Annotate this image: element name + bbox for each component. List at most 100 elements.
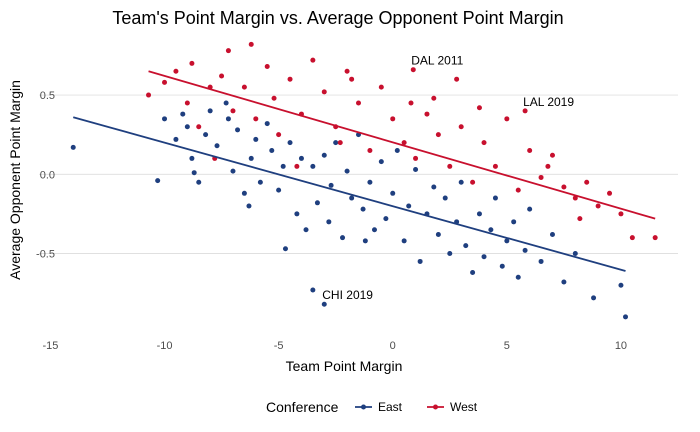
data-point-east	[344, 168, 350, 174]
data-point-east	[184, 124, 190, 130]
data-point-west	[276, 132, 282, 138]
data-point-east	[321, 301, 327, 307]
data-point-east	[447, 251, 453, 257]
data-point-west	[595, 203, 601, 209]
data-point-west	[184, 100, 190, 106]
data-point-east	[282, 246, 288, 252]
data-point-east	[458, 179, 464, 185]
data-point-east	[378, 159, 384, 165]
trend-line-east	[72, 116, 626, 272]
data-point-west	[431, 95, 437, 101]
data-point-west	[225, 48, 231, 54]
data-point-west	[287, 76, 293, 82]
data-point-east	[326, 219, 332, 225]
trend-lines	[72, 70, 656, 272]
data-point-west	[458, 124, 464, 130]
data-point-west	[618, 211, 624, 217]
legend-key-point-east	[361, 404, 366, 410]
x-tick-label: -15	[42, 340, 58, 352]
data-point-west	[577, 216, 583, 222]
data-point-east	[280, 163, 286, 169]
data-point-east	[173, 136, 179, 142]
data-point-west	[367, 148, 373, 154]
data-point-east	[572, 251, 578, 257]
data-point-east	[310, 163, 316, 169]
y-axis-title: Average Opponent Point Margin	[7, 80, 23, 280]
data-point-west	[652, 235, 658, 241]
data-point-east	[504, 238, 510, 244]
data-point-west	[561, 184, 567, 190]
x-tick-label: 10	[615, 340, 627, 352]
data-point-east	[561, 279, 567, 285]
data-point-west	[241, 84, 247, 90]
data-point-east	[527, 206, 533, 212]
data-point-west	[629, 235, 635, 241]
data-point-west	[146, 92, 152, 98]
data-point-east	[310, 287, 316, 293]
data-point-west	[196, 124, 202, 130]
data-point-west	[378, 84, 384, 90]
y-axis-ticks: -0.5 0.0 0.5	[36, 90, 55, 260]
data-point-east	[362, 238, 368, 244]
data-points	[70, 41, 658, 320]
data-point-west	[356, 100, 361, 106]
x-tick-label: 5	[504, 340, 510, 352]
data-point-east	[522, 247, 528, 253]
data-point-west	[527, 148, 533, 154]
data-point-west	[447, 163, 453, 169]
data-point-east	[162, 116, 168, 122]
x-axis-title: Team Point Margin	[286, 358, 403, 374]
data-point-east	[303, 227, 309, 233]
data-point-west	[572, 195, 578, 201]
data-point-west	[349, 76, 355, 82]
data-point-west	[515, 187, 521, 193]
data-point-east	[435, 232, 441, 238]
data-point-west	[538, 174, 544, 180]
data-point-east	[492, 195, 498, 201]
chart-title: Team's Point Margin vs. Average Opponent…	[112, 8, 563, 28]
data-point-west	[264, 64, 270, 70]
data-point-west	[408, 100, 414, 106]
data-point-west	[470, 179, 476, 185]
trend-line-west	[148, 70, 656, 220]
data-point-west	[522, 108, 528, 114]
data-point-west	[476, 105, 482, 111]
data-point-east	[248, 155, 254, 161]
data-point-west	[253, 116, 259, 122]
data-point-west	[310, 57, 316, 63]
data-point-west	[294, 163, 300, 169]
data-point-west	[337, 140, 343, 146]
x-tick-label: -5	[274, 340, 284, 352]
data-point-east	[230, 168, 236, 174]
data-point-west	[344, 68, 350, 74]
data-point-west	[424, 111, 430, 117]
data-point-west	[549, 152, 555, 158]
y-tick-label: 0.5	[40, 90, 55, 102]
data-point-east	[481, 254, 487, 260]
data-point-east	[367, 179, 373, 185]
data-point-east	[214, 143, 220, 149]
x-tick-label: -10	[157, 340, 173, 352]
data-point-east	[499, 263, 505, 269]
annotations: DAL 2011 LAL 2019 CHI 2019	[322, 54, 574, 303]
data-point-east	[223, 100, 229, 106]
data-point-west	[504, 116, 510, 122]
y-tick-label: -0.5	[36, 249, 55, 261]
data-point-east	[235, 127, 241, 133]
legend-key-point-west	[433, 404, 438, 410]
x-tick-label: 0	[390, 340, 396, 352]
data-point-east	[189, 155, 195, 161]
data-point-east	[70, 144, 76, 150]
data-point-east	[287, 140, 293, 146]
data-point-east	[253, 136, 259, 142]
data-point-east	[180, 111, 186, 117]
data-point-west	[492, 163, 498, 169]
data-point-east	[246, 203, 252, 209]
data-point-east	[225, 116, 231, 122]
data-point-west	[390, 116, 396, 122]
data-point-west	[584, 179, 590, 185]
data-point-east	[511, 219, 517, 225]
data-point-east	[294, 211, 300, 217]
data-point-east	[349, 195, 355, 201]
data-point-east	[488, 227, 494, 233]
